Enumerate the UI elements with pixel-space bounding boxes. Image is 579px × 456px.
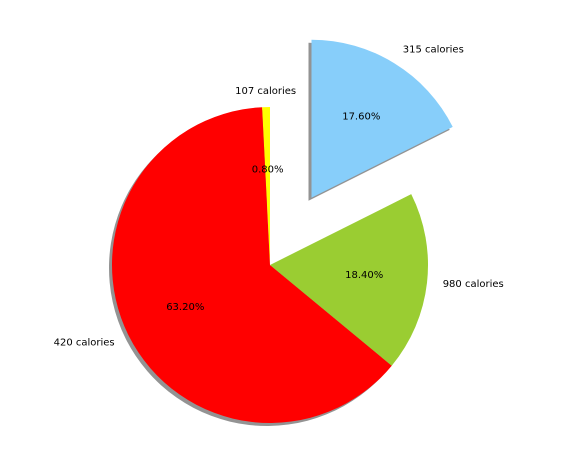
slice-label-980-calories: 980 calories: [443, 279, 504, 290]
slice-label-420-calories: 420 calories: [54, 337, 115, 348]
slice-pct-label-420-calories: 63.20%: [166, 302, 204, 313]
slice-pct-label-107-calories: 0.80%: [252, 165, 284, 176]
slice-pct-label-315-calories: 17.60%: [342, 112, 380, 123]
pie-slice-315-calories: [311, 39, 453, 198]
slice-label-315-calories: 315 calories: [403, 44, 464, 55]
pie-slices: [111, 39, 453, 424]
pie-slice-420-calories: [111, 107, 392, 424]
pie-slice-980-calories: [270, 194, 428, 366]
pie-slice-107-calories: [262, 107, 270, 265]
slice-labels: 107 calories 0.80% 420 calories 63.20% 980 c…: [54, 44, 504, 348]
slice-pct-label-980-calories: 18.40%: [345, 270, 383, 281]
slice-label-107-calories: 107 calories: [235, 86, 296, 97]
